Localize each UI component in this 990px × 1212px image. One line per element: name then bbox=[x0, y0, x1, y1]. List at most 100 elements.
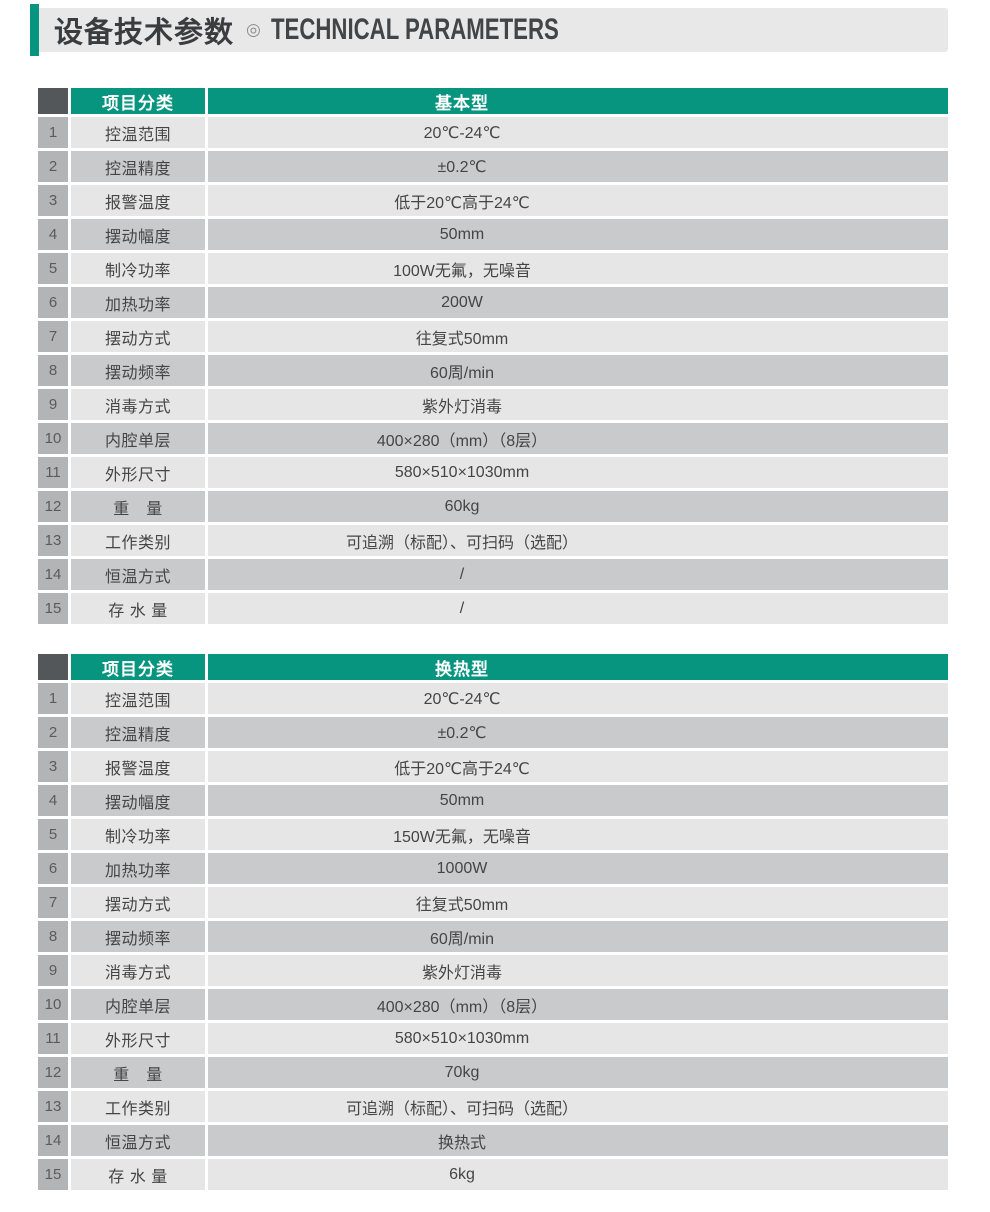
row-label-cell: 制冷功率 bbox=[71, 819, 205, 850]
row-number-cell: 4 bbox=[38, 219, 68, 250]
row-number-cell: 11 bbox=[38, 457, 68, 488]
row-number-cell: 8 bbox=[38, 921, 68, 952]
row-label-cell: 恒温方式 bbox=[71, 1125, 205, 1156]
section-title-bar: 设备技术参数 ◎ TECHNICAL PARAMETERS bbox=[30, 4, 948, 56]
row-number-cell: 8 bbox=[38, 355, 68, 386]
row-value-cell: / bbox=[208, 593, 948, 624]
table-row: 5 制冷功率 100W无氟，无噪音 bbox=[38, 253, 948, 284]
row-value-cell: 可追溯（标配）、可扫码（选配） bbox=[208, 525, 948, 556]
row-value-cell: ±0.2℃ bbox=[208, 151, 948, 182]
row-number-cell: 3 bbox=[38, 185, 68, 216]
row-number-cell: 5 bbox=[38, 819, 68, 850]
row-number-cell: 14 bbox=[38, 1125, 68, 1156]
row-value-cell: ±0.2℃ bbox=[208, 717, 948, 748]
row-number-cell: 15 bbox=[38, 1159, 68, 1190]
row-label-cell: 重 量 bbox=[71, 1057, 205, 1088]
row-value-cell: 150W无氟，无噪音 bbox=[208, 819, 948, 850]
table-row: 11 外形尺寸 580×510×1030mm bbox=[38, 457, 948, 488]
row-value-cell: 100W无氟，无噪音 bbox=[208, 253, 948, 284]
row-value-cell: 换热式 bbox=[208, 1125, 948, 1156]
row-number-cell: 5 bbox=[38, 253, 68, 284]
table-row: 11 外形尺寸 580×510×1030mm bbox=[38, 1023, 948, 1054]
table-row: 7 摆动方式 往复式50mm bbox=[38, 887, 948, 918]
header-model-cell: 基本型 bbox=[208, 88, 948, 114]
table-row: 14 恒温方式 / bbox=[38, 559, 948, 590]
row-number-cell: 14 bbox=[38, 559, 68, 590]
header-category-cell: 项目分类 bbox=[71, 88, 205, 114]
row-label-cell: 加热功率 bbox=[71, 287, 205, 318]
table-row: 15 存 水 量 / bbox=[38, 593, 948, 624]
row-value-cell: 60周/min bbox=[208, 355, 948, 386]
row-number-cell: 10 bbox=[38, 423, 68, 454]
table-header-row: 项目分类 换热型 bbox=[38, 654, 948, 680]
row-value-cell: 200W bbox=[208, 287, 948, 318]
table-row: 9 消毒方式 紫外灯消毒 bbox=[38, 389, 948, 420]
row-value-cell: 70kg bbox=[208, 1057, 948, 1088]
table-row: 9 消毒方式 紫外灯消毒 bbox=[38, 955, 948, 986]
row-label-cell: 摆动幅度 bbox=[71, 219, 205, 250]
table-row: 2 控温精度 ±0.2℃ bbox=[38, 151, 948, 182]
row-value-cell: 50mm bbox=[208, 219, 948, 250]
row-label-cell: 控温范围 bbox=[71, 683, 205, 714]
row-value-cell: 往复式50mm bbox=[208, 887, 948, 918]
row-label-cell: 恒温方式 bbox=[71, 559, 205, 590]
bullseye-icon: ◎ bbox=[246, 20, 261, 39]
row-label-cell: 控温范围 bbox=[71, 117, 205, 148]
row-value-cell: 400×280（mm）（8层） bbox=[208, 989, 948, 1020]
row-value-cell: 1000W bbox=[208, 853, 948, 884]
table-row: 10 内腔单层 400×280（mm）（8层） bbox=[38, 423, 948, 454]
table-row: 15 存 水 量 6kg bbox=[38, 1159, 948, 1190]
table-row: 10 内腔单层 400×280（mm）（8层） bbox=[38, 989, 948, 1020]
row-number-cell: 10 bbox=[38, 989, 68, 1020]
row-value-cell: 20℃-24℃ bbox=[208, 117, 948, 148]
row-number-cell: 6 bbox=[38, 853, 68, 884]
row-value-cell: 6kg bbox=[208, 1159, 948, 1190]
table-row: 4 摆动幅度 50mm bbox=[38, 785, 948, 816]
row-label-cell: 存 水 量 bbox=[71, 1159, 205, 1190]
table-row: 6 加热功率 200W bbox=[38, 287, 948, 318]
row-number-cell: 2 bbox=[38, 151, 68, 182]
row-number-cell: 12 bbox=[38, 1057, 68, 1088]
row-value-cell: 580×510×1030mm bbox=[208, 1023, 948, 1054]
row-label-cell: 摆动频率 bbox=[71, 921, 205, 952]
row-label-cell: 存 水 量 bbox=[71, 593, 205, 624]
row-number-cell: 1 bbox=[38, 117, 68, 148]
row-value-cell: 60kg bbox=[208, 491, 948, 522]
table-row: 12 重 量 60kg bbox=[38, 491, 948, 522]
table-row: 8 摆动频率 60周/min bbox=[38, 921, 948, 952]
heat-exchange-model-table: 项目分类 换热型 1 控温范围 20℃-24℃ 2 控温精度 ±0.2℃ 3 报警温度 低于20… bbox=[38, 654, 948, 1190]
row-label-cell: 消毒方式 bbox=[71, 389, 205, 420]
row-label-cell: 报警温度 bbox=[71, 751, 205, 782]
row-label-cell: 内腔单层 bbox=[71, 989, 205, 1020]
table-row: 7 摆动方式 往复式50mm bbox=[38, 321, 948, 352]
row-label-cell: 摆动方式 bbox=[71, 321, 205, 352]
table-row: 3 报警温度 低于20℃高于24℃ bbox=[38, 185, 948, 216]
row-value-cell: 580×510×1030mm bbox=[208, 457, 948, 488]
row-number-cell: 2 bbox=[38, 717, 68, 748]
row-number-cell: 11 bbox=[38, 1023, 68, 1054]
row-number-cell: 9 bbox=[38, 389, 68, 420]
row-number-cell: 15 bbox=[38, 593, 68, 624]
row-value-cell: 可追溯（标配）、可扫码（选配） bbox=[208, 1091, 948, 1122]
page-title-en: TECHNICAL PARAMETERS bbox=[270, 13, 559, 46]
row-label-cell: 摆动频率 bbox=[71, 355, 205, 386]
table-row: 13 工作类别 可追溯（标配）、可扫码（选配） bbox=[38, 525, 948, 556]
header-corner-cell bbox=[38, 88, 68, 114]
row-label-cell: 控温精度 bbox=[71, 151, 205, 182]
row-value-cell: 20℃-24℃ bbox=[208, 683, 948, 714]
row-value-cell: 紫外灯消毒 bbox=[208, 389, 948, 420]
header-category-cell: 项目分类 bbox=[71, 654, 205, 680]
row-label-cell: 外形尺寸 bbox=[71, 1023, 205, 1054]
basic-model-table: 项目分类 基本型 1 控温范围 20℃-24℃ 2 控温精度 ±0.2℃ 3 报警温度 低于20… bbox=[38, 88, 948, 624]
header-model-cell: 换热型 bbox=[208, 654, 948, 680]
row-label-cell: 报警温度 bbox=[71, 185, 205, 216]
row-label-cell: 工作类别 bbox=[71, 525, 205, 556]
row-label-cell: 加热功率 bbox=[71, 853, 205, 884]
row-label-cell: 摆动幅度 bbox=[71, 785, 205, 816]
table-row: 2 控温精度 ±0.2℃ bbox=[38, 717, 948, 748]
row-number-cell: 12 bbox=[38, 491, 68, 522]
row-value-cell: 紫外灯消毒 bbox=[208, 955, 948, 986]
row-number-cell: 13 bbox=[38, 525, 68, 556]
page-title-zh: 设备技术参数 bbox=[54, 17, 235, 49]
row-label-cell: 内腔单层 bbox=[71, 423, 205, 454]
